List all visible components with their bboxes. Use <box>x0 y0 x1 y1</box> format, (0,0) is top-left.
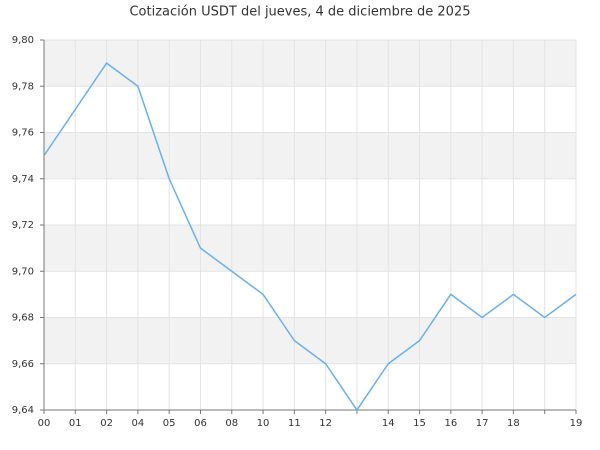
x-tick-label: 16 <box>444 418 457 429</box>
y-tick-label: 9,78 <box>12 81 34 92</box>
x-tick-label: 12 <box>319 418 332 429</box>
x-tick-label: 00 <box>38 418 51 429</box>
x-tick-label: 17 <box>476 418 489 429</box>
y-tick-label: 9,66 <box>12 359 34 370</box>
y-tick-label: 9,70 <box>12 266 34 277</box>
x-tick-label: 15 <box>413 418 426 429</box>
x-tick-label: 10 <box>257 418 270 429</box>
y-tick-label: 9,76 <box>12 128 34 139</box>
x-tick-label: 11 <box>288 418 301 429</box>
chart-title: Cotización USDT del jueves, 4 de diciemb… <box>129 5 470 20</box>
grid-band <box>44 225 576 272</box>
y-tick-label: 9,74 <box>12 174 34 185</box>
y-tick-label: 9,64 <box>12 405 34 416</box>
x-tick-label: 08 <box>225 418 238 429</box>
grid-band <box>44 40 576 87</box>
x-tick-label: 06 <box>194 418 207 429</box>
grid-band <box>44 317 576 364</box>
x-tick-label: 18 <box>507 418 520 429</box>
x-tick-label: 19 <box>570 418 583 429</box>
y-tick-label: 9,72 <box>12 220 34 231</box>
y-tick-label: 9,68 <box>12 313 34 324</box>
grid-band <box>44 132 576 179</box>
y-tick-label: 9,80 <box>12 35 34 46</box>
x-tick-label: 02 <box>100 418 113 429</box>
x-tick-label: 14 <box>382 418 395 429</box>
x-tick-label: 01 <box>69 418 82 429</box>
x-tick-label: 05 <box>163 418 176 429</box>
data-line <box>43 62 577 412</box>
x-tick-label: 04 <box>132 418 145 429</box>
